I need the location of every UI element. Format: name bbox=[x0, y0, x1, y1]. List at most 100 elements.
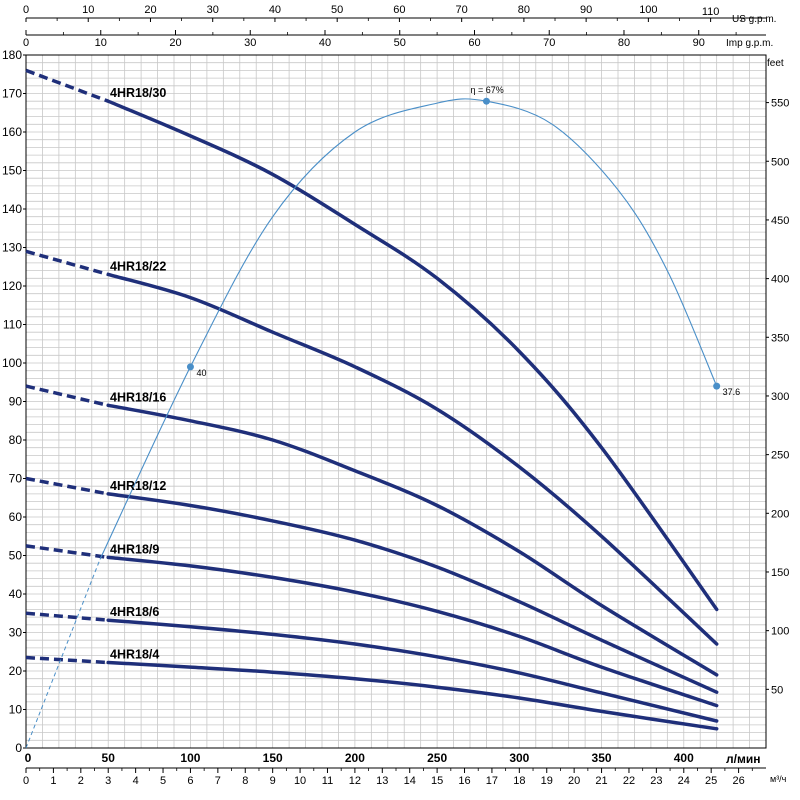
lpm-tick-label: 200 bbox=[345, 751, 365, 765]
left-tick-label: 110 bbox=[3, 318, 22, 332]
us-gpm-tick-label: 10 bbox=[82, 4, 94, 16]
left-tick-label: 140 bbox=[2, 202, 22, 216]
right-tick-label: 400 bbox=[771, 274, 789, 286]
m3h-tick-label: 21 bbox=[595, 775, 607, 787]
efficiency-marker bbox=[186, 363, 194, 371]
curve-4hr18-30 bbox=[106, 99, 719, 612]
m3h-tick-label: 10 bbox=[294, 775, 306, 787]
lpm-tick-label: 150 bbox=[263, 751, 283, 765]
us-gpm-tick-label: 110 bbox=[702, 6, 720, 18]
imp-gpm-tick-label: 20 bbox=[169, 37, 181, 49]
imp-gpm-tick-label: 80 bbox=[618, 37, 630, 49]
series-label-4hr18-9: 4HR18/9 bbox=[110, 542, 159, 556]
efficiency-line bbox=[99, 98, 718, 560]
pump-curves bbox=[25, 68, 719, 731]
left-tick-label: 70 bbox=[9, 472, 23, 486]
lpm-tick-label: 100 bbox=[180, 751, 200, 765]
us-gpm-tick-label: 50 bbox=[331, 4, 343, 16]
series-label-4hr18-30: 4HR18/30 bbox=[110, 86, 166, 100]
us-gpm-tick-label: 20 bbox=[144, 4, 156, 16]
curve-4hr18-6 bbox=[106, 618, 719, 723]
dashed-segment-4hr18-16 bbox=[25, 384, 109, 408]
us-gpm-tick-label: 90 bbox=[580, 4, 592, 16]
imp-gpm-tick-label: 50 bbox=[394, 37, 406, 49]
lpm-tick-label: 250 bbox=[427, 751, 447, 765]
us-gpm-tick-label: 80 bbox=[518, 4, 530, 16]
curve-4hr18-16 bbox=[106, 403, 719, 677]
curve-4hr18-12 bbox=[106, 492, 719, 694]
m3h-tick-label: 2 bbox=[78, 775, 84, 787]
efficiency-curve: 40 37.6 η = 67% bbox=[25, 85, 740, 749]
curve-4hr18-9 bbox=[106, 555, 719, 708]
lpm-tick-label: 50 bbox=[102, 751, 116, 765]
us-gpm-tick-label: 0 bbox=[23, 4, 29, 16]
imp-gpm-axis-label: Imp g.p.m. bbox=[726, 38, 773, 49]
left-tick-label: 180 bbox=[2, 48, 22, 62]
efficiency-marker bbox=[482, 97, 490, 105]
right-tick-label: 350 bbox=[771, 332, 789, 344]
m3h-tick-label: 8 bbox=[242, 775, 248, 787]
m3h-tick-label: 16 bbox=[458, 775, 470, 787]
imp-gpm-tick-label: 10 bbox=[95, 37, 107, 49]
efficiency-marker-label: 40 bbox=[196, 368, 206, 378]
us-gpm-tick-label: 100 bbox=[639, 4, 657, 16]
lpm-axis-label: л/мин bbox=[726, 752, 760, 766]
m3h-axis-label: м³/ч bbox=[770, 774, 787, 784]
imp-gpm-tick-label: 70 bbox=[543, 37, 555, 49]
m3h-tick-label: 9 bbox=[270, 775, 276, 787]
left-tick-label: 150 bbox=[2, 164, 22, 178]
left-tick-label: 30 bbox=[9, 626, 23, 640]
lpm-tick-label: 300 bbox=[509, 751, 529, 765]
right-tick-label: 200 bbox=[771, 508, 789, 520]
us-gpm-tick-label: 60 bbox=[393, 4, 405, 16]
right-tick-label: 50 bbox=[771, 684, 783, 696]
us-gpm-tick-label: 30 bbox=[207, 4, 219, 16]
left-tick-label: 80 bbox=[9, 433, 23, 447]
left-tick-label: 120 bbox=[2, 279, 22, 293]
series-label-4hr18-12: 4HR18/12 bbox=[110, 479, 166, 493]
m3h-tick-label: 13 bbox=[376, 775, 388, 787]
m3h-tick-label: 24 bbox=[678, 775, 690, 787]
right-tick-label: 100 bbox=[771, 626, 789, 638]
left-tick-label: 90 bbox=[9, 395, 23, 409]
left-tick-label: 50 bbox=[9, 549, 23, 563]
lpm-tick-label: 350 bbox=[592, 751, 612, 765]
m3h-tick-label: 7 bbox=[215, 775, 221, 787]
left-tick-label: 160 bbox=[2, 125, 22, 139]
m3h-tick-label: 25 bbox=[705, 775, 717, 787]
grid bbox=[25, 54, 767, 749]
series-label-4hr18-22: 4HR18/22 bbox=[110, 259, 166, 273]
left-tick-label: 10 bbox=[9, 703, 23, 717]
m3h-tick-label: 3 bbox=[105, 775, 111, 787]
right-tick-label: 500 bbox=[771, 156, 789, 168]
m3h-tick-label: 12 bbox=[349, 775, 361, 787]
dashed-segment-4hr18-22 bbox=[25, 249, 109, 277]
left-tick-label: 100 bbox=[2, 356, 22, 370]
left-tick-label: 170 bbox=[2, 87, 22, 101]
m3h-tick-label: 4 bbox=[133, 775, 139, 787]
m3h-tick-label: 22 bbox=[623, 775, 635, 787]
tick-labels: 0102030405060708090100110120130140150160… bbox=[2, 4, 789, 787]
efficiency-dashed-segment bbox=[25, 559, 101, 749]
left-tick-label: 40 bbox=[9, 587, 23, 601]
series-label-4hr18-6: 4HR18/6 bbox=[110, 605, 159, 619]
m3h-tick-label: 17 bbox=[486, 775, 498, 787]
efficiency-marker bbox=[713, 382, 721, 390]
m3h-tick-label: 6 bbox=[187, 775, 193, 787]
us-gpm-axis-label: US g.p.m. bbox=[732, 14, 776, 25]
left-tick-label: 0 bbox=[15, 741, 22, 755]
curve-4hr18-4 bbox=[106, 660, 719, 731]
m3h-tick-label: 5 bbox=[160, 775, 166, 787]
lpm-tick-label: 400 bbox=[674, 751, 694, 765]
lpm-origin-label: 0 bbox=[25, 751, 32, 765]
imp-gpm-tick-label: 30 bbox=[244, 37, 256, 49]
curve-4hr18-22 bbox=[106, 272, 719, 646]
efficiency-peak-label: η = 67% bbox=[470, 85, 503, 95]
feet-axis-label: feet bbox=[767, 58, 784, 69]
series-labels: 4HR18/30 4HR18/22 4HR18/16 4HR18/12 4HR18/9 4… bbox=[110, 86, 166, 661]
m3h-tick-label: 20 bbox=[568, 775, 580, 787]
m3h-tick-label: 0 bbox=[23, 775, 29, 787]
dashed-segment-4hr18-4 bbox=[25, 655, 109, 665]
dashed-segment-4hr18-30 bbox=[25, 68, 109, 103]
